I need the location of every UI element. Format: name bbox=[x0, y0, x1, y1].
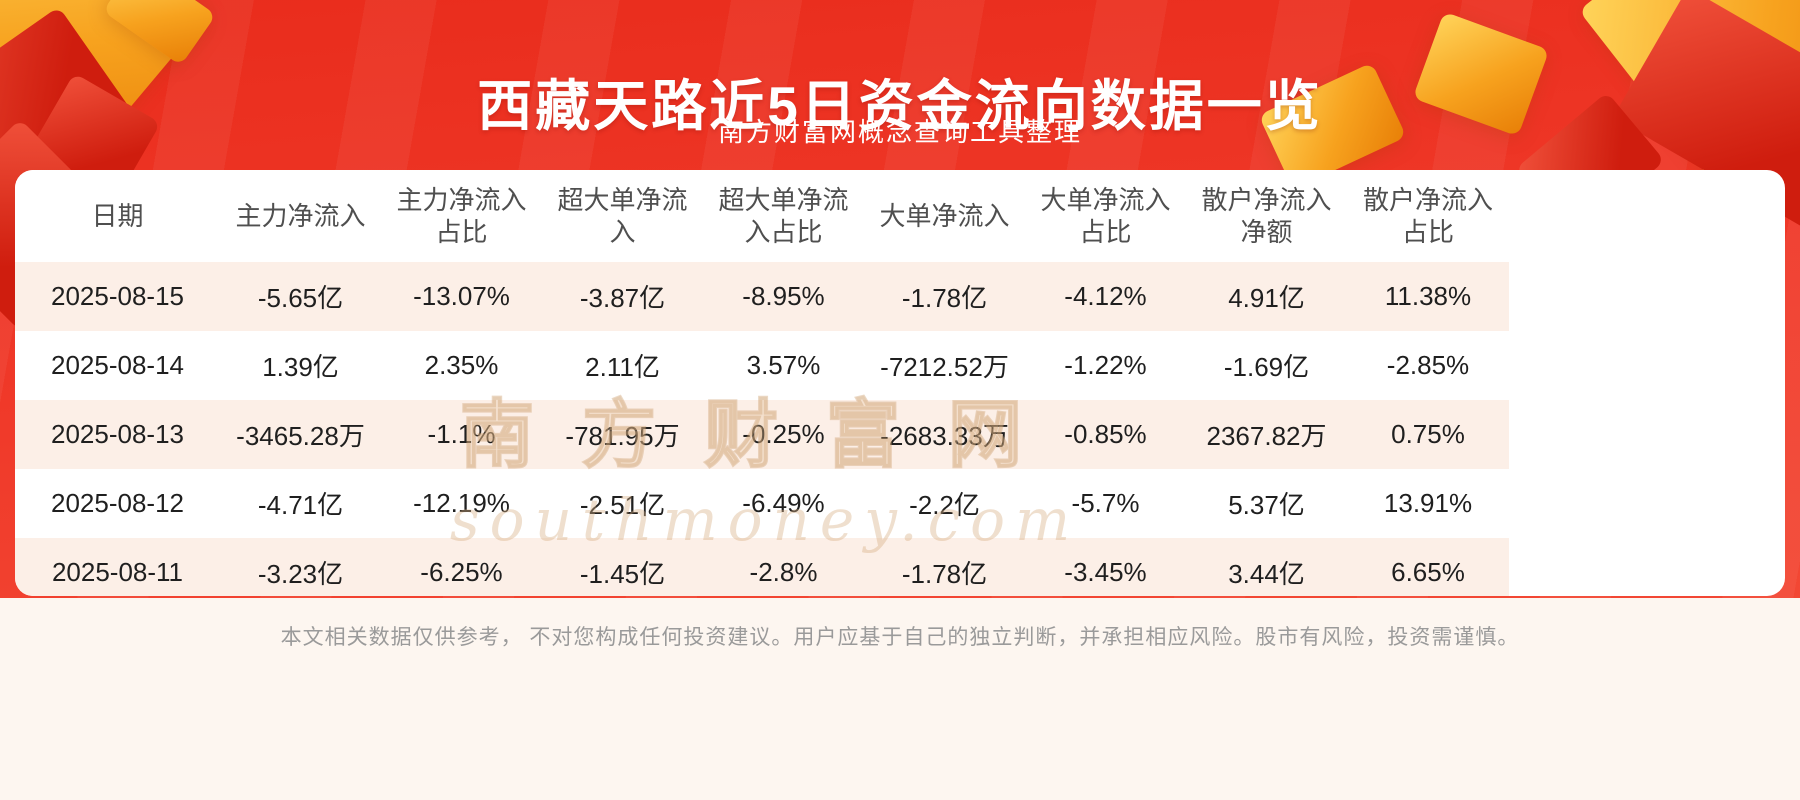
table-cell: -1.22% bbox=[1064, 350, 1147, 380]
table-cell: -3.87亿 bbox=[579, 283, 666, 313]
table-cell: 2025-08-11 bbox=[51, 557, 184, 587]
page-subtitle: 南方财富网概念查询工具整理 bbox=[717, 117, 1082, 147]
table-cell: -3.45% bbox=[1064, 557, 1147, 587]
column-header: 散户净流入 净额 bbox=[1186, 170, 1347, 262]
column-header: 日期 bbox=[15, 170, 220, 262]
table-cell: -2683.33万 bbox=[880, 421, 1009, 451]
table-cell: 2.35% bbox=[424, 350, 499, 380]
table-row: 2025-08-11 -3.23亿 -6.25% -1.45亿 -2.8% -1.78亿 -… bbox=[15, 538, 1509, 596]
disclaimer-text: 本文相关数据仅供参考， 不对您构成任何投资建议。用户应基于自己的独立判断，并承担… bbox=[280, 626, 1520, 649]
column-header: 主力净流入 bbox=[220, 170, 381, 262]
table-cell: 2.11亿 bbox=[585, 352, 660, 382]
table-cell: 4.91亿 bbox=[1228, 283, 1305, 313]
table-cell: -1.45亿 bbox=[579, 559, 666, 589]
table-cell: -8.95% bbox=[742, 281, 825, 311]
table-cell: -12.19% bbox=[413, 488, 510, 518]
column-header: 超大单净流 入 bbox=[542, 170, 703, 262]
table-cell: 2025-08-12 bbox=[51, 488, 184, 518]
table-cell: -2.85% bbox=[1386, 350, 1470, 380]
table-cell: 2025-08-13 bbox=[51, 419, 184, 449]
table-cell: 2025-08-15 bbox=[51, 281, 184, 311]
column-header: 大单净流入 bbox=[864, 170, 1025, 262]
table-cell: -1.78亿 bbox=[901, 559, 988, 589]
table-cell: -6.49% bbox=[742, 488, 825, 518]
fund-flow-table: 日期 主力净流入 主力净流入 占比 超大单净流 入超大单净流 入占比 大单净流入 大单净流… bbox=[15, 170, 1509, 596]
table-cell: -7212.52万 bbox=[880, 352, 1009, 382]
table-cell: -2.51亿 bbox=[579, 490, 666, 520]
table-cell: 2025-08-14 bbox=[51, 350, 184, 380]
table-cell: -1.78亿 bbox=[901, 283, 988, 313]
table-row: 2025-08-12 -4.71亿 -12.19% -2.51亿 -6.49% -2.2亿… bbox=[15, 469, 1509, 538]
column-header: 主力净流入 占比 bbox=[381, 170, 542, 262]
table-header-row: 日期 主力净流入 主力净流入 占比 超大单净流 入超大单净流 入占比 大单净流入 大单净流… bbox=[15, 170, 1509, 262]
table-cell: -0.85% bbox=[1064, 419, 1147, 449]
table-cell: -2.2亿 bbox=[909, 490, 980, 520]
table-cell: -3.23亿 bbox=[257, 559, 344, 589]
table-cell: -781.95万 bbox=[565, 421, 680, 451]
table-cell: -1.1% bbox=[427, 419, 496, 449]
column-header: 超大单净流 入占比 bbox=[703, 170, 864, 262]
table-cell: -6.25% bbox=[420, 557, 503, 587]
table-row: 2025-08-15 -5.65亿 -13.07% -3.87亿 -8.95% -1.78… bbox=[15, 262, 1509, 331]
column-header: 大单净流入 占比 bbox=[1025, 170, 1186, 262]
table-cell: -1.69亿 bbox=[1223, 352, 1310, 382]
table-cell: 6.65% bbox=[1391, 557, 1465, 587]
table-cell: 2367.82万 bbox=[1206, 421, 1327, 451]
table-cell: -4.71亿 bbox=[257, 490, 344, 520]
footer-background bbox=[0, 598, 1800, 800]
table-cell: 1.39亿 bbox=[262, 352, 339, 382]
table-cell: 3.44亿 bbox=[1228, 559, 1305, 589]
table-cell: -0.25% bbox=[742, 419, 825, 449]
table-cell: 11.38% bbox=[1384, 281, 1472, 311]
table-cell: -3465.28万 bbox=[236, 421, 365, 451]
fund-flow-table-card: 日期 主力净流入 主力净流入 占比 超大单净流 入超大单净流 入占比 大单净流入 大单净流… bbox=[15, 170, 1785, 596]
table-row: 2025-08-14 1.39亿 2.35% 2.11亿 3.57% -7212.52万 -… bbox=[15, 331, 1509, 400]
table-cell: -5.65亿 bbox=[257, 283, 344, 313]
table-cell: 5.37亿 bbox=[1228, 490, 1305, 520]
table-cell: -2.8% bbox=[749, 557, 818, 587]
table-cell: -4.12% bbox=[1064, 281, 1147, 311]
table-cell: -5.7% bbox=[1071, 488, 1140, 518]
table-cell: -13.07% bbox=[413, 281, 510, 311]
page-title: 西藏天路近5日资金流向数据一览 bbox=[477, 74, 1323, 137]
table-cell: 13.91% bbox=[1383, 488, 1473, 518]
table-cell: 3.57% bbox=[746, 350, 821, 380]
table-row: 2025-08-13 -3465.28万 -1.1% -781.95万 -0.25% -2… bbox=[15, 400, 1509, 469]
table-cell: 0.75% bbox=[1391, 419, 1465, 449]
column-header: 散户净流入 占比 bbox=[1347, 170, 1509, 262]
